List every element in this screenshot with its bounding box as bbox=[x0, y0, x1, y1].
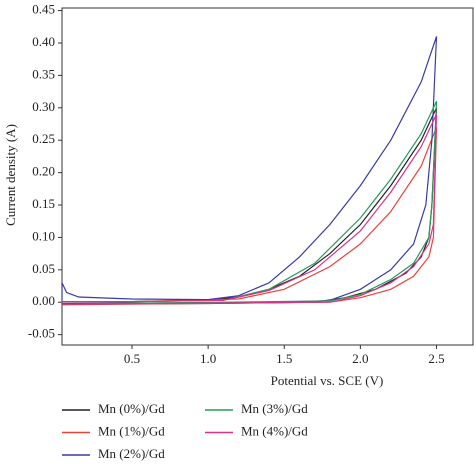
legend-label: Mn (3%)/Gd bbox=[241, 401, 308, 416]
series-line bbox=[61, 114, 438, 305]
y-tick-label: 0.30 bbox=[32, 99, 55, 114]
y-tick-label: 0.00 bbox=[32, 293, 55, 308]
y-tick-label: 0.25 bbox=[32, 131, 55, 146]
x-tick-label: 1.5 bbox=[276, 351, 292, 366]
y-tick-label: 0.20 bbox=[32, 164, 55, 179]
x-tick-label: 1.0 bbox=[200, 351, 216, 366]
y-tick-label: -0.05 bbox=[28, 326, 55, 341]
legend-label: Mn (0%)/Gd bbox=[98, 401, 165, 416]
series-line bbox=[61, 36, 438, 305]
x-tick-label: 2.0 bbox=[352, 351, 368, 366]
y-tick-label: 0.05 bbox=[32, 261, 55, 276]
plot-frame bbox=[61, 7, 474, 346]
x-axis-label: Potential vs. SCE (V) bbox=[271, 373, 384, 388]
y-tick-label: 0.40 bbox=[32, 34, 55, 49]
series-line bbox=[61, 101, 438, 305]
y-tick-label: 0.10 bbox=[32, 228, 55, 243]
legend-label: Mn (1%)/Gd bbox=[98, 423, 165, 438]
y-tick-label: 0.45 bbox=[32, 2, 55, 17]
series-line bbox=[61, 126, 438, 306]
legend-label: Mn (4%)/Gd bbox=[241, 423, 308, 438]
x-tick-label: 0.5 bbox=[124, 351, 140, 366]
x-tick-label: 2.5 bbox=[428, 351, 444, 366]
legend-label: Mn (2%)/Gd bbox=[98, 446, 165, 461]
y-tick-label: 0.35 bbox=[32, 66, 55, 81]
y-axis-label: Current density (A) bbox=[3, 124, 18, 226]
y-tick-label: 0.15 bbox=[32, 196, 55, 211]
